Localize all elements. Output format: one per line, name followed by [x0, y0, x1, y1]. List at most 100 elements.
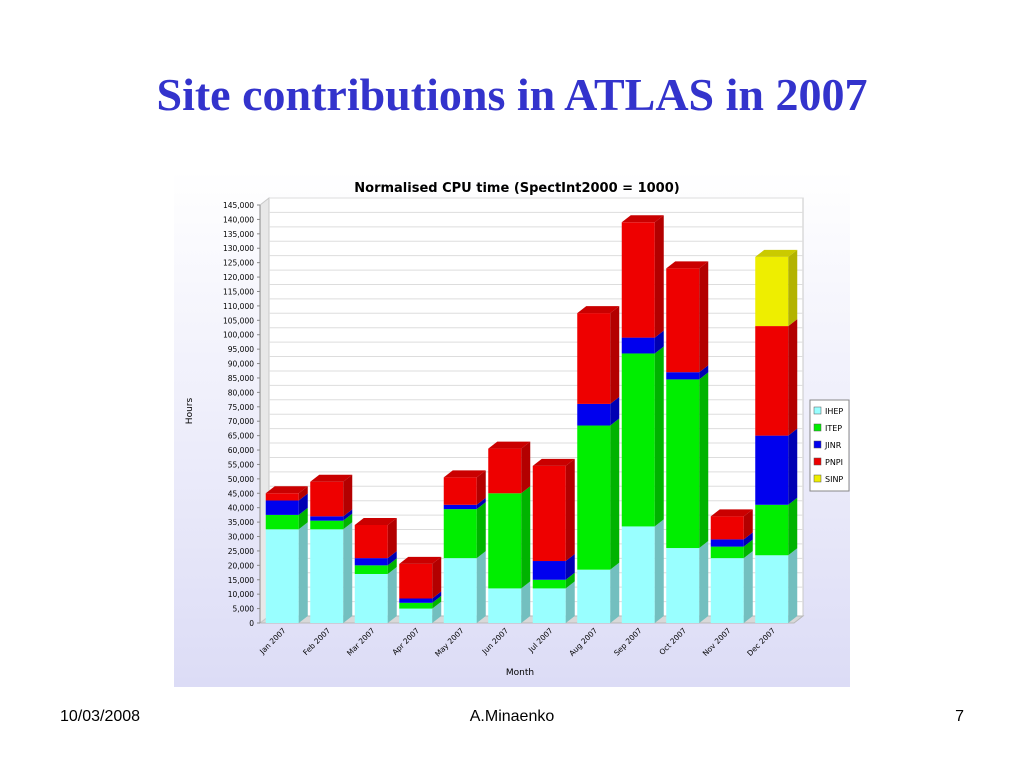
bar-segment-side — [699, 261, 709, 373]
bar-segment — [399, 602, 433, 609]
bar-top-face — [666, 261, 709, 269]
bar-segment — [621, 222, 655, 338]
bar-segment — [265, 493, 299, 501]
bar-segment-side — [654, 215, 664, 338]
y-tick-label: 70,000 — [228, 417, 254, 426]
bar-segment-side — [521, 441, 531, 494]
bar-segment — [755, 435, 789, 505]
legend-label: PNPI — [825, 458, 843, 467]
bar-segment-side — [387, 558, 397, 574]
bar-stack — [265, 486, 308, 623]
bar-segment-side — [610, 306, 620, 404]
page-number: 7 — [955, 708, 964, 725]
bar-segment — [666, 548, 700, 623]
y-tick-label: 105,000 — [223, 316, 254, 325]
bar-segment — [577, 425, 611, 570]
bar-segment-side — [699, 372, 709, 549]
bar-segment — [532, 561, 566, 580]
bar-segment — [666, 379, 700, 549]
bar-segment — [755, 555, 789, 623]
bar-segment-side — [343, 474, 353, 517]
bar-segment — [399, 598, 433, 603]
bar-segment-side — [565, 554, 575, 580]
bar-stack — [399, 556, 442, 623]
bar-segment — [310, 516, 344, 521]
bar-segment — [443, 509, 477, 559]
bar-segment-side — [654, 519, 664, 623]
bar-segment-side — [743, 551, 753, 623]
bar-segment-side — [432, 591, 442, 603]
y-tick-label: 120,000 — [223, 273, 254, 282]
bar-stack — [710, 509, 753, 623]
bar-segment — [265, 514, 299, 530]
bar-segment-side — [343, 513, 353, 530]
bar-segment — [710, 539, 744, 547]
stacked-bar-chart: Normalised CPU time (SpectInt2000 = 1000… — [174, 170, 850, 687]
bar-segment — [443, 558, 477, 623]
bar-stack — [577, 306, 620, 623]
y-tick-label: 5,000 — [233, 605, 255, 614]
bar-segment-side — [387, 566, 397, 623]
bar-top-face — [621, 215, 664, 223]
bar-segment-side — [298, 486, 308, 501]
bar-segment — [755, 326, 789, 436]
legend-swatch — [813, 474, 822, 483]
y-tick-label: 10,000 — [228, 590, 254, 599]
y-axis-label: Hours — [185, 398, 195, 425]
bar-segment — [755, 256, 789, 327]
y-tick-label: 45,000 — [228, 489, 254, 498]
bar-top-face — [755, 249, 798, 257]
bar-segment — [532, 579, 566, 589]
bar-segment — [577, 313, 611, 404]
legend-swatch — [813, 423, 822, 432]
bar-segment — [577, 403, 611, 426]
bar-segment-side — [521, 486, 531, 589]
bar-segment — [488, 448, 522, 494]
bar-segment-side — [743, 532, 753, 547]
y-tick-label: 50,000 — [228, 475, 254, 484]
legend-swatch — [813, 406, 822, 415]
bar-segment-side — [298, 493, 308, 515]
bar-segment — [354, 558, 388, 566]
bar-stack — [666, 261, 709, 623]
bar-segment-side — [743, 539, 753, 559]
x-axis-label: Month — [506, 668, 534, 678]
bar-top-face — [710, 509, 753, 517]
bar-segment-side — [699, 365, 709, 380]
y-tick-label: 135,000 — [223, 230, 254, 239]
bar-segment — [443, 504, 477, 510]
bar-segment — [666, 268, 700, 373]
bar-segment-side — [654, 346, 664, 527]
y-tick-label: 20,000 — [228, 561, 254, 570]
bar-segment-side — [654, 330, 664, 354]
y-tick-label: 80,000 — [228, 388, 254, 397]
y-tick-label: 30,000 — [228, 533, 254, 542]
y-tick-label: 140,000 — [223, 215, 254, 224]
bar-segment-side — [476, 551, 486, 623]
bar-segment-side — [476, 502, 486, 559]
bar-top-face — [310, 474, 353, 482]
y-tick-label: 130,000 — [223, 244, 254, 253]
y-tick-label: 125,000 — [223, 259, 254, 268]
y-tick-label: 35,000 — [228, 518, 254, 527]
bar-segment — [488, 493, 522, 589]
bar-segment — [621, 337, 655, 354]
bar-segment-side — [743, 509, 753, 540]
slide-title: Site contributions in ATLAS in 2007 — [156, 69, 868, 120]
chart-panel: Normalised CPU time (SpectInt2000 = 1000… — [174, 170, 850, 687]
bar-segment — [755, 504, 789, 556]
y-tick-label: 115,000 — [223, 287, 254, 296]
y-tick-label: 100,000 — [223, 331, 254, 340]
bar-top-face — [354, 517, 397, 525]
bar-segment — [354, 524, 388, 559]
bar-top-face — [488, 441, 531, 449]
bar-segment-side — [387, 551, 397, 566]
bar-segment-side — [343, 509, 353, 521]
y-tick-label: 145,000 — [223, 201, 254, 210]
bar-segment-side — [610, 396, 620, 426]
bar-segment — [532, 465, 566, 562]
bar-segment-side — [610, 418, 620, 570]
y-tick-label: 15,000 — [228, 576, 254, 585]
legend-label: SINP — [825, 475, 843, 484]
bar-stack — [488, 441, 531, 623]
